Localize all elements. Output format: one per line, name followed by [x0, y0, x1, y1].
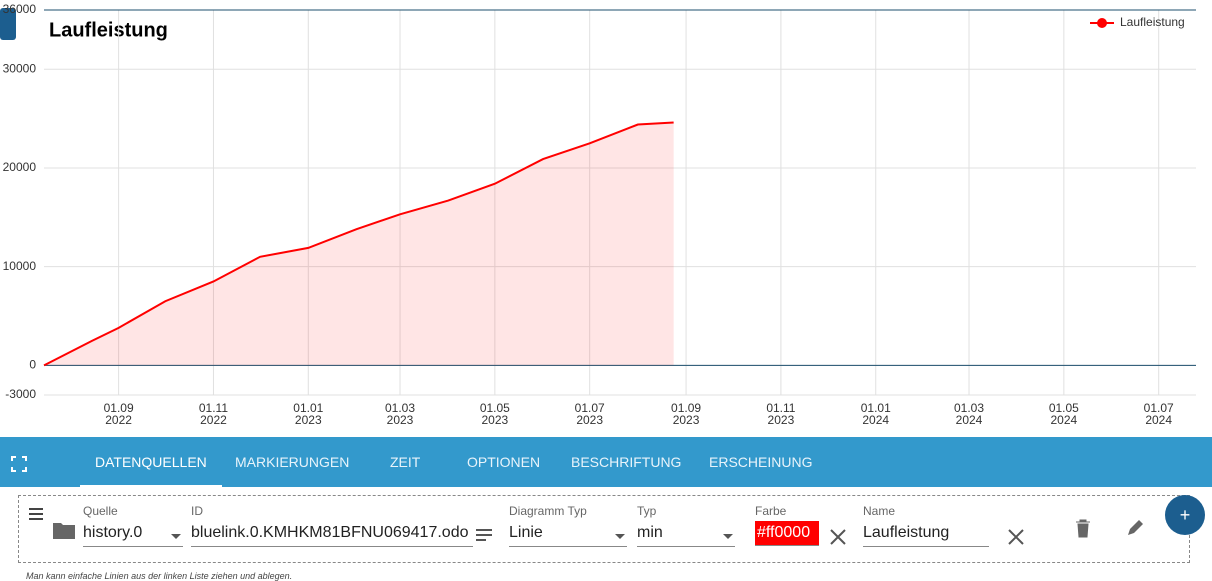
list-icon[interactable]	[475, 528, 493, 544]
dropdown-arrow[interactable]	[615, 534, 625, 544]
tab[interactable]: DATENQUELLEN	[80, 437, 222, 487]
y-tick-label: 0	[29, 358, 36, 372]
y-tick-label: 30000	[3, 61, 37, 75]
field-label: Name	[863, 504, 896, 518]
hint: Man kann einfache Linien aus der linken …	[26, 571, 293, 581]
field-label: Typ	[637, 504, 657, 518]
y-tick-label: 10000	[3, 259, 37, 273]
field-value[interactable]: bluelink.0.KMHKM81BFNU069417.odo	[191, 524, 473, 547]
x-tick-label: 01.07 2024	[1143, 401, 1174, 427]
field: Farbe #ff0000	[755, 504, 819, 546]
field-label: ID	[191, 504, 203, 518]
area	[44, 122, 674, 366]
clear-name[interactable]	[1007, 528, 1025, 546]
delete-icon[interactable]	[1074, 518, 1092, 538]
back-button[interactable]	[0, 8, 16, 40]
field: Typ min	[637, 504, 735, 547]
field: Name Laufleistung	[863, 504, 989, 547]
legend-label: Laufleistung	[1120, 15, 1185, 29]
field-value[interactable]: Laufleistung	[863, 524, 989, 547]
line	[43, 121, 674, 367]
tab[interactable]: ERSCHEINUNG	[709, 454, 813, 470]
x-tick-label: 01.03 2024	[954, 401, 985, 427]
x-tick-label: 01.11 2023	[766, 401, 796, 427]
field: ID bluelink.0.KMHKM81BFNU069417.odo	[191, 504, 473, 547]
dropdown-arrow[interactable]	[723, 534, 733, 544]
field-label: Farbe	[755, 504, 787, 518]
x-tick-label: 01.03 2023	[385, 401, 416, 427]
tab[interactable]: OPTIONEN	[467, 454, 541, 470]
x-tick-label: 01.09 2023	[671, 401, 702, 427]
field-value[interactable]: min	[637, 524, 735, 547]
x-tick-label: 01.05 2023	[479, 401, 510, 427]
field: Diagramm Typ Linie	[509, 504, 627, 547]
x-tick-label: 01.05 2024	[1048, 401, 1079, 427]
field: Quelle history.0	[83, 504, 183, 547]
y-tick-label: 20000	[3, 160, 37, 174]
drag-handle[interactable]	[28, 507, 44, 521]
add-button[interactable]: +	[1165, 495, 1205, 535]
field-label: Quelle	[83, 504, 118, 518]
x-tick-label: 01.07 2023	[574, 401, 605, 427]
x-tick-label: 01.09 2022	[103, 401, 134, 427]
data-source-row: Quelle history.0 ID bluelink.0.KMHKM81BFNU0…	[18, 495, 1190, 563]
folder-icon[interactable]	[52, 520, 76, 540]
legend-marker	[1097, 18, 1107, 28]
clear-color[interactable]	[829, 528, 847, 546]
y-tick-label: 36000	[3, 2, 37, 16]
field-value[interactable]: Linie	[509, 524, 627, 547]
x-tick-label: 01.01 2024	[860, 401, 891, 427]
field-value[interactable]: history.0	[83, 524, 183, 547]
x-tick-label: 01.01 2023	[293, 401, 324, 427]
fullscreen-icon[interactable]	[11, 456, 27, 472]
tab[interactable]: BESCHRIFTUNG	[571, 454, 682, 470]
tab[interactable]: ZEIT	[390, 454, 421, 470]
tab-bar: DATENQUELLEN MARKIERUNGEN ZEIT OPTIONEN BESC…	[0, 437, 1212, 487]
edit-icon[interactable]	[1125, 518, 1145, 538]
field-value[interactable]: #ff0000	[755, 521, 819, 546]
field-label: Diagramm Typ	[509, 504, 587, 518]
dropdown-arrow[interactable]	[171, 534, 181, 544]
tab[interactable]: MARKIERUNGEN	[235, 454, 350, 470]
chart-title: Laufleistung	[49, 19, 168, 41]
x-tick-label: 01.11 2022	[198, 401, 229, 427]
y-tick-label: -3000	[5, 387, 36, 401]
chart: Laufleistung -3000 0 10000 20000 30000 36000 L…	[0, 2, 1196, 401]
